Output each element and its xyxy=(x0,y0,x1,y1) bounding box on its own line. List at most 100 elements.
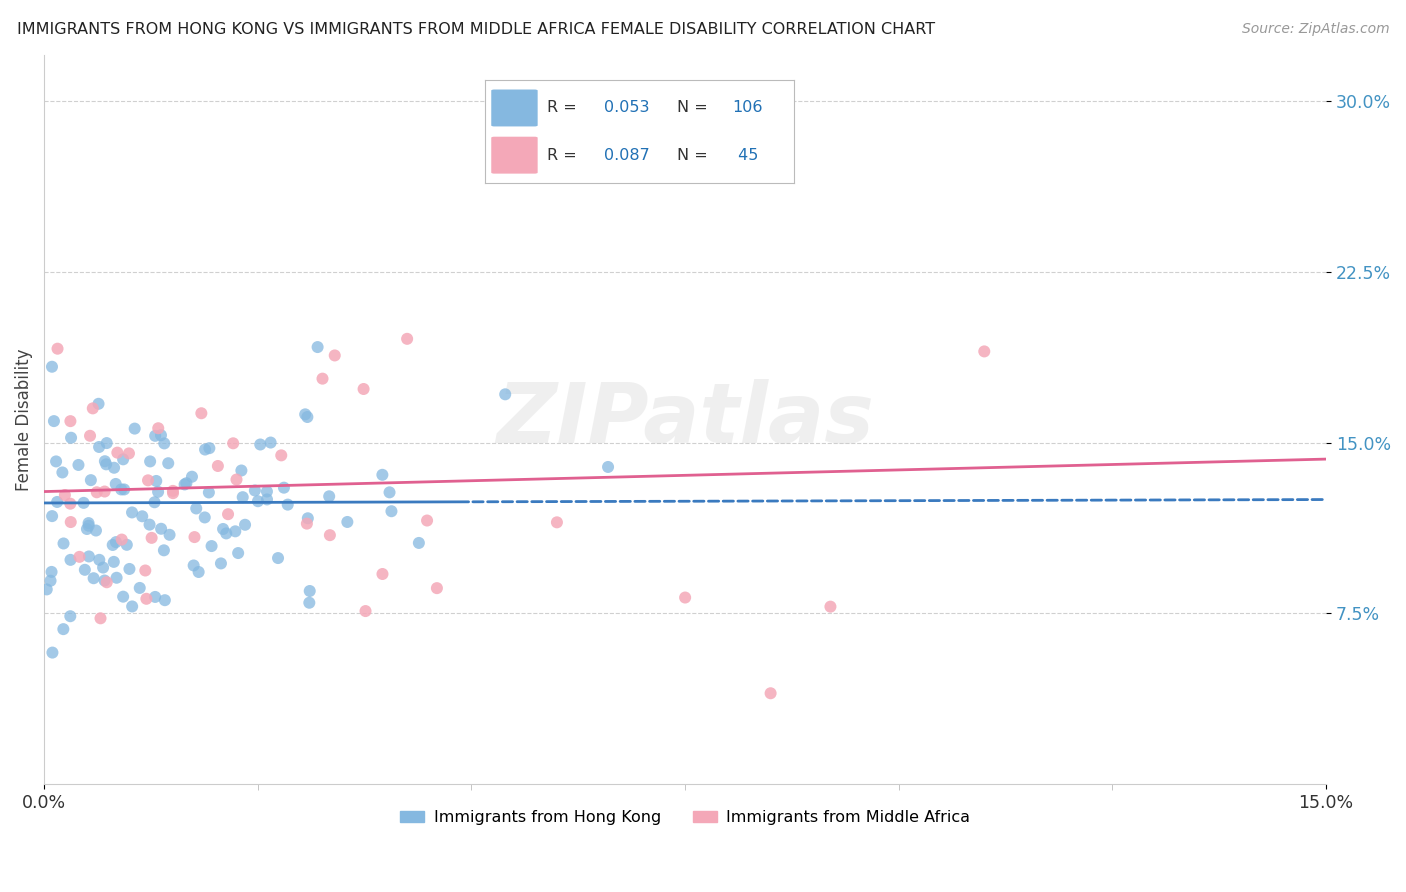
Point xyxy=(319,528,342,542)
Point xyxy=(371,467,394,482)
Point xyxy=(110,483,132,497)
Point xyxy=(295,516,318,531)
Point xyxy=(153,593,176,607)
Point xyxy=(396,332,419,346)
Point xyxy=(157,456,180,470)
Point xyxy=(297,511,319,525)
Point xyxy=(105,445,128,459)
Point xyxy=(354,604,377,618)
Point xyxy=(190,406,212,420)
Point xyxy=(59,414,82,428)
Point xyxy=(104,535,127,549)
Point xyxy=(80,473,103,487)
Point xyxy=(96,458,118,472)
Point xyxy=(226,546,249,560)
Point xyxy=(91,560,114,574)
Point xyxy=(212,522,235,536)
Point xyxy=(162,483,184,498)
Point xyxy=(209,557,232,571)
Point xyxy=(318,489,340,503)
Point xyxy=(233,517,256,532)
Point xyxy=(149,428,172,442)
Point xyxy=(121,505,143,519)
Point xyxy=(267,551,290,566)
Point xyxy=(112,483,135,497)
Point xyxy=(105,571,128,585)
Point xyxy=(41,565,63,579)
Point xyxy=(141,531,163,545)
Point xyxy=(207,458,229,473)
Point xyxy=(87,440,110,454)
Point xyxy=(173,477,195,491)
Point xyxy=(73,563,96,577)
Point xyxy=(96,575,118,590)
Point xyxy=(194,442,217,457)
FancyBboxPatch shape xyxy=(491,89,537,127)
Point xyxy=(112,590,135,604)
Point xyxy=(820,599,842,614)
Point xyxy=(52,622,75,636)
Point xyxy=(243,483,266,498)
Point xyxy=(294,408,316,422)
Point xyxy=(270,448,292,462)
Point xyxy=(673,591,696,605)
Point xyxy=(183,530,205,544)
Point xyxy=(115,538,138,552)
Point xyxy=(41,646,63,660)
Point xyxy=(298,596,321,610)
Text: N =: N = xyxy=(676,101,713,115)
Point xyxy=(408,536,430,550)
Point xyxy=(59,497,82,511)
Text: 0.053: 0.053 xyxy=(605,101,650,115)
Point xyxy=(717,135,740,149)
Point xyxy=(101,538,124,552)
Legend: Immigrants from Hong Kong, Immigrants from Middle Africa: Immigrants from Hong Kong, Immigrants fr… xyxy=(394,804,977,831)
Point xyxy=(46,342,69,356)
Point xyxy=(249,437,271,451)
Point xyxy=(297,409,319,424)
Point xyxy=(59,515,82,529)
Point xyxy=(273,481,295,495)
Point xyxy=(148,421,170,435)
Point xyxy=(200,539,222,553)
Point xyxy=(176,476,198,491)
Text: 0.087: 0.087 xyxy=(605,148,650,162)
Point xyxy=(89,611,111,625)
Point xyxy=(136,473,159,487)
Point xyxy=(45,454,67,468)
Point xyxy=(89,553,111,567)
Point xyxy=(134,564,156,578)
Point xyxy=(256,492,278,507)
Point xyxy=(153,436,176,450)
Point xyxy=(82,401,104,416)
Point xyxy=(60,431,83,445)
Point xyxy=(51,466,73,480)
Point xyxy=(59,609,82,624)
Point xyxy=(222,436,245,450)
Point xyxy=(128,581,150,595)
Point xyxy=(181,469,204,483)
Text: R =: R = xyxy=(547,101,582,115)
Point xyxy=(139,454,162,468)
Text: R =: R = xyxy=(547,148,582,162)
Point xyxy=(153,543,176,558)
Point xyxy=(131,509,153,524)
Text: 45: 45 xyxy=(733,148,758,162)
Point xyxy=(494,387,516,401)
Point xyxy=(59,553,82,567)
Point xyxy=(77,516,100,530)
Point xyxy=(103,555,125,569)
Point xyxy=(546,516,568,530)
Point xyxy=(187,565,209,579)
Point xyxy=(159,528,181,542)
Point xyxy=(39,574,62,588)
Text: N =: N = xyxy=(676,148,713,162)
Point xyxy=(150,522,173,536)
Point xyxy=(86,485,108,500)
Point xyxy=(277,498,299,512)
Point xyxy=(103,460,125,475)
Point xyxy=(94,454,117,468)
Point xyxy=(69,549,91,564)
Text: IMMIGRANTS FROM HONG KONG VS IMMIGRANTS FROM MIDDLE AFRICA FEMALE DISABILITY COR: IMMIGRANTS FROM HONG KONG VS IMMIGRANTS … xyxy=(17,22,935,37)
Point xyxy=(87,397,110,411)
